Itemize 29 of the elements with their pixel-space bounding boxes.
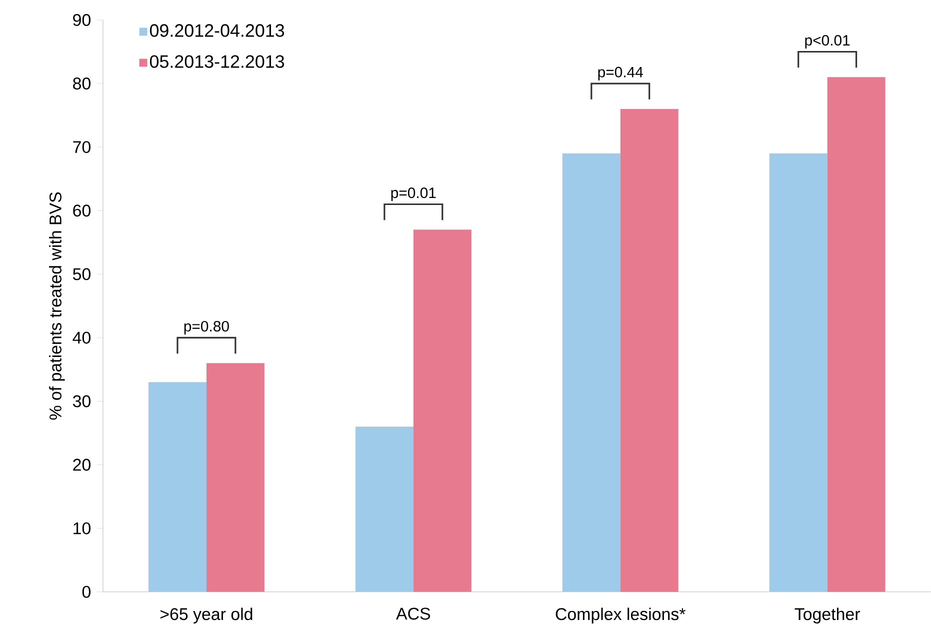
annotation: p=0.01 — [391, 188, 436, 202]
x-tick-label: Together — [794, 608, 860, 624]
bar — [355, 426, 414, 592]
y-tick-label: 10 — [74, 522, 90, 534]
x-tick-label: Complex lesions* — [556, 608, 686, 624]
bar — [827, 77, 886, 592]
y-tick-label: 50 — [72, 268, 90, 280]
y-tick-label: 20 — [73, 458, 90, 471]
annotation: p=0.80 — [184, 321, 229, 335]
bar — [413, 230, 472, 592]
y-tick-label: 90 — [73, 14, 90, 26]
bar — [562, 154, 620, 592]
annotation: p<0.01 — [805, 35, 850, 49]
bar — [206, 363, 264, 592]
bar — [769, 154, 828, 592]
y-tick-label: 0 — [82, 586, 90, 598]
legend-label: 09.2012-04.2013 — [150, 24, 284, 37]
y-tick-label: 30 — [72, 395, 90, 408]
x-tick-label: ACS — [396, 608, 430, 620]
x-tick-label: >65 year old — [160, 608, 252, 624]
bar — [148, 382, 206, 592]
y-axis-title: % of patients treated with BVS — [49, 192, 65, 420]
legend-label: 05.2013-12.2013 — [150, 55, 284, 68]
y-tick-label: 80 — [73, 78, 90, 90]
bar — [620, 109, 678, 592]
annotation: p=0.44 — [598, 66, 643, 80]
y-tick-label: 60 — [73, 204, 90, 217]
y-tick-label: 70 — [73, 141, 90, 154]
y-tick-label: 40 — [72, 332, 90, 344]
